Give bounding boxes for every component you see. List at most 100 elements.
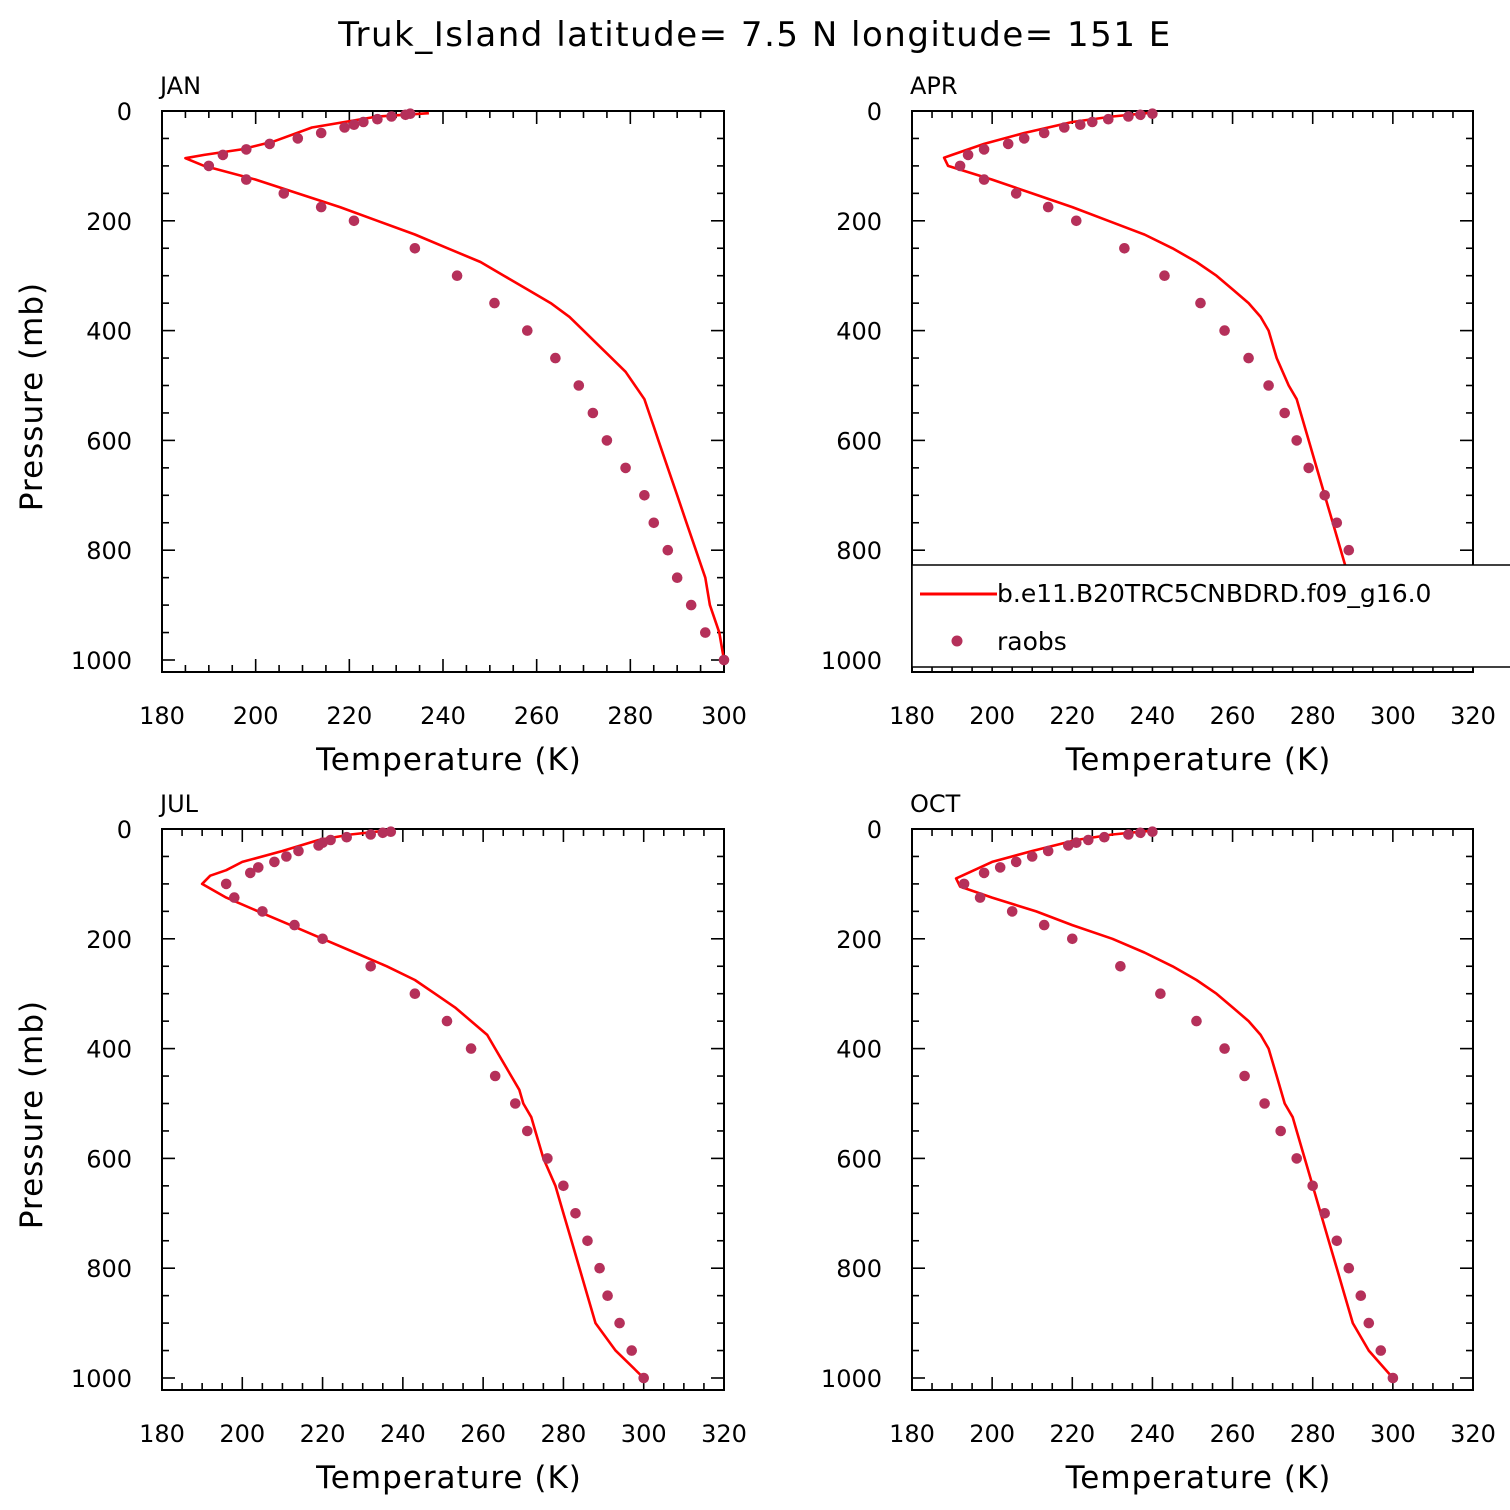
y-tick-label: 400 [86, 318, 132, 346]
y-tick-label: 200 [86, 208, 132, 236]
raobs-point [341, 831, 353, 843]
x-tick-label: 260 [514, 702, 560, 730]
y-tick-label: 600 [836, 1145, 882, 1173]
raobs-point [400, 109, 411, 121]
y-tick-label: 0 [867, 816, 882, 844]
raobs-point [558, 1180, 569, 1192]
raobs-point [1115, 961, 1126, 972]
data-layer [200, 826, 649, 1384]
legend-obs-swatch [951, 635, 963, 647]
x-tick-label: 280 [541, 1420, 587, 1448]
x-tick-label: 320 [1450, 1420, 1496, 1448]
raobs-point [1123, 829, 1134, 840]
raobs-point [377, 827, 389, 839]
data-layer [184, 108, 730, 666]
legend-box: b.e11.B20TRC5CNBDRD.f09_g16.0 raobs [911, 564, 1510, 668]
raobs-point [348, 119, 360, 130]
raobs-point [700, 627, 711, 638]
raobs-point [954, 160, 966, 172]
raobs-point [685, 599, 697, 611]
x-tick-label: 260 [460, 1420, 506, 1448]
y-tick-label: 400 [836, 318, 882, 346]
raobs-point [1038, 919, 1050, 931]
raobs-point [1291, 1153, 1302, 1164]
raobs-point [315, 201, 327, 213]
x-tick-label: 240 [420, 702, 466, 730]
raobs-point [1018, 133, 1030, 144]
raobs-point [325, 834, 336, 846]
raobs-point [1219, 1043, 1230, 1054]
raobs-point [662, 544, 674, 556]
raobs-point [317, 933, 328, 945]
panel-jul: JUL 180 200 220 240 260 280 300 320 0 200 400 600 800… [14, 790, 747, 1496]
raobs-point [994, 862, 1006, 873]
raobs-point [510, 1098, 521, 1109]
raobs-point [550, 352, 561, 364]
raobs-point [386, 111, 397, 122]
raobs-point [1243, 352, 1254, 364]
raobs-point [1071, 215, 1082, 227]
raobs-point [962, 149, 974, 161]
raobs-point [409, 988, 421, 999]
raobs-point [978, 867, 990, 879]
legend-frame [911, 564, 1510, 668]
raobs-point [1195, 297, 1206, 309]
raobs-point [1291, 435, 1302, 446]
legend-model-label: b.e11.B20TRC5CNBDRD.f09_g16.0 [997, 579, 1431, 608]
raobs-point [570, 1208, 581, 1219]
x-tick-label: 260 [1210, 702, 1256, 730]
raobs-point [220, 878, 232, 890]
raobs-point [365, 829, 377, 840]
raobs-point [372, 113, 383, 125]
panel-oct: OCT 180 200 220 240 260 280 300 320 0 200 400 600 800… [821, 790, 1496, 1496]
raobs-point [1343, 1262, 1355, 1274]
raobs-point [1010, 856, 1022, 868]
legend-obs-label: raobs [997, 627, 1067, 656]
x-tick-label: 280 [607, 702, 653, 730]
raobs-point [1159, 270, 1170, 282]
x-tick-label: 240 [1130, 702, 1176, 730]
raobs-point [1259, 1098, 1270, 1109]
raobs-point [1099, 831, 1110, 843]
raobs-point [1038, 127, 1050, 139]
raobs-point [278, 188, 290, 199]
y-axis-title: Pressure (mb) [14, 1000, 50, 1229]
raobs-point [1042, 201, 1054, 213]
raobs-point [269, 856, 280, 868]
y-tick-label: 0 [117, 816, 132, 844]
raobs-point [587, 407, 599, 419]
raobs-point [1375, 1345, 1387, 1356]
x-axis-title: Temperature (K) [1065, 742, 1332, 778]
model-profile-line [200, 829, 645, 1379]
x-tick-label: 220 [1049, 1420, 1095, 1448]
y-tick-label: 600 [86, 427, 132, 455]
raobs-point [489, 297, 500, 309]
panel-label: OCT [910, 790, 961, 818]
raobs-point [594, 1262, 605, 1274]
y-tick-label: 800 [836, 1255, 882, 1283]
raobs-point [1331, 1235, 1343, 1247]
x-tick-label: 180 [139, 1420, 185, 1448]
raobs-point [1075, 119, 1086, 130]
raobs-point [620, 462, 631, 474]
raobs-point [1010, 188, 1022, 199]
raobs-point [339, 122, 350, 133]
raobs-point [1147, 826, 1158, 837]
x-axis-title: Temperature (K) [315, 1460, 582, 1496]
raobs-point [1067, 933, 1078, 945]
raobs-point [648, 517, 660, 529]
panel-jan: JAN 180 200 220 240 260 280 300 0 200 400 600 800 100… [14, 72, 747, 778]
raobs-point [1006, 906, 1018, 917]
x-tick-label: 300 [1370, 702, 1416, 730]
raobs-point [718, 654, 730, 666]
raobs-point [358, 116, 369, 128]
raobs-point [1042, 845, 1054, 857]
raobs-point [958, 878, 970, 890]
raobs-point [1343, 544, 1355, 556]
raobs-point [315, 127, 327, 139]
x-tick-label: 320 [701, 1420, 747, 1448]
y-tick-label: 200 [836, 926, 882, 954]
y-tick-label: 1000 [821, 647, 882, 675]
raobs-point [385, 826, 397, 837]
